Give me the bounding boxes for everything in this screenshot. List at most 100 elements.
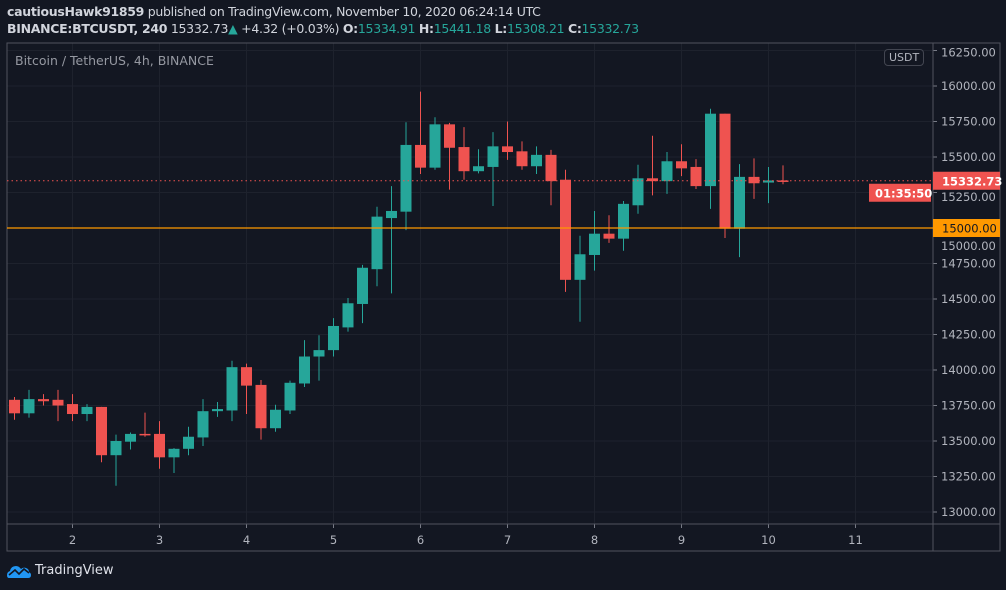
candle-up	[125, 432, 136, 450]
last-price-tag	[933, 171, 1000, 190]
chart-title: Bitcoin / TetherUS, 4h, BINANCE	[15, 53, 214, 68]
candle-body	[574, 254, 586, 280]
candle-body	[67, 404, 78, 415]
candle-body	[154, 433, 165, 458]
candle-up	[400, 122, 412, 231]
candle-down	[38, 394, 49, 406]
candle-body	[23, 399, 35, 414]
price-tick-label: 15000.00	[941, 239, 996, 253]
candle-down	[67, 394, 78, 422]
candle-down	[647, 135, 658, 196]
candle-up	[313, 335, 325, 381]
candle-up	[473, 149, 484, 174]
candle-down	[139, 412, 151, 437]
time-tick-label: 2	[69, 533, 76, 547]
candle-body	[661, 161, 673, 182]
open-value: 15334.91	[357, 21, 416, 36]
price-tick-label: 13500.00	[941, 434, 996, 448]
candle-body	[429, 124, 441, 168]
candle-body	[589, 233, 600, 255]
candle-up	[183, 426, 194, 456]
level-price-tag	[933, 219, 1000, 237]
open-label: O:	[342, 21, 358, 36]
candle-body	[52, 399, 64, 406]
candle-up	[342, 298, 354, 332]
candle-body	[444, 124, 455, 148]
low-label: L:	[494, 21, 508, 36]
candle-body	[9, 399, 20, 414]
price-tick-label: 15250.00	[941, 190, 996, 204]
candle-down	[545, 149, 557, 206]
candle-down	[415, 91, 426, 175]
currency-badge[interactable]: USDT	[884, 49, 925, 66]
candle-body	[81, 406, 93, 415]
price-tick-label: 15750.00	[941, 115, 996, 129]
candle-body	[226, 367, 238, 411]
candle-body	[734, 176, 745, 229]
price-tick-label: 16250.00	[941, 46, 996, 60]
candle-body	[748, 176, 760, 184]
countdown-tag	[869, 183, 931, 202]
candle-body	[313, 350, 325, 357]
candle-body	[487, 146, 499, 167]
candle-down	[516, 141, 528, 170]
close-label: C:	[567, 21, 582, 36]
candle-body	[183, 436, 194, 449]
candle-up	[589, 210, 600, 271]
price-tick-label: 14000.00	[941, 363, 996, 377]
price-tick-label: 14250.00	[941, 328, 996, 342]
candle-down	[9, 396, 20, 420]
candle-up	[270, 404, 281, 432]
candle-body	[705, 113, 716, 187]
candle-body	[415, 144, 426, 168]
candle-body	[531, 154, 542, 167]
high-value: 15441.18	[433, 21, 492, 36]
candle-body	[647, 178, 658, 182]
price-tick-label: 13250.00	[941, 470, 996, 484]
price-tick-label: 14750.00	[941, 257, 996, 271]
candle-up	[212, 401, 223, 417]
candle-body	[676, 161, 687, 169]
bar-countdown: 01:35:50	[875, 186, 932, 200]
candle-up	[197, 399, 209, 446]
candle-body	[516, 151, 528, 167]
candle-down	[241, 363, 252, 415]
publish-line: cautiousHawk91859 published on TradingVi…	[7, 4, 541, 19]
candle-down	[560, 169, 571, 292]
candle-body	[400, 144, 412, 212]
candle-up	[531, 146, 542, 175]
candle-up	[357, 264, 368, 324]
candle-up	[734, 164, 745, 258]
candle-up	[487, 132, 499, 206]
time-tick-label: 6	[417, 533, 424, 547]
last-price-label: 15332.73	[942, 174, 1002, 188]
publish-info: published on TradingView.com, November 1…	[147, 4, 541, 19]
candle-up	[23, 389, 35, 418]
tradingview-brand[interactable]: TradingView	[7, 563, 114, 578]
symbol-label: BINANCE:BTCUSDT, 240	[7, 21, 168, 36]
brand-name: TradingView	[35, 563, 114, 578]
candle-body	[284, 382, 296, 411]
candle-body	[96, 406, 107, 456]
price-tick-label: 16000.00	[941, 79, 996, 93]
candle-body	[139, 433, 151, 436]
candle-body	[719, 113, 731, 229]
candle-down	[154, 421, 165, 469]
time-tick-label: 8	[591, 533, 598, 547]
tradingview-logo-icon	[7, 565, 31, 578]
candle-up	[632, 164, 644, 214]
candle-body	[125, 433, 136, 442]
candle-up	[328, 318, 339, 357]
level-price-label: 15000.00	[942, 222, 997, 236]
candle-body	[371, 216, 383, 270]
candle-body	[632, 178, 644, 206]
author-name[interactable]: cautiousHawk91859	[7, 4, 145, 19]
candle-body	[763, 180, 774, 183]
candle-body	[212, 409, 223, 412]
chart-frame	[6, 42, 1001, 552]
candle-up	[705, 108, 716, 209]
close-value: 15332.73	[581, 21, 640, 36]
price-change: +4.32 (+0.03%)	[241, 21, 340, 36]
candle-body	[38, 399, 49, 402]
